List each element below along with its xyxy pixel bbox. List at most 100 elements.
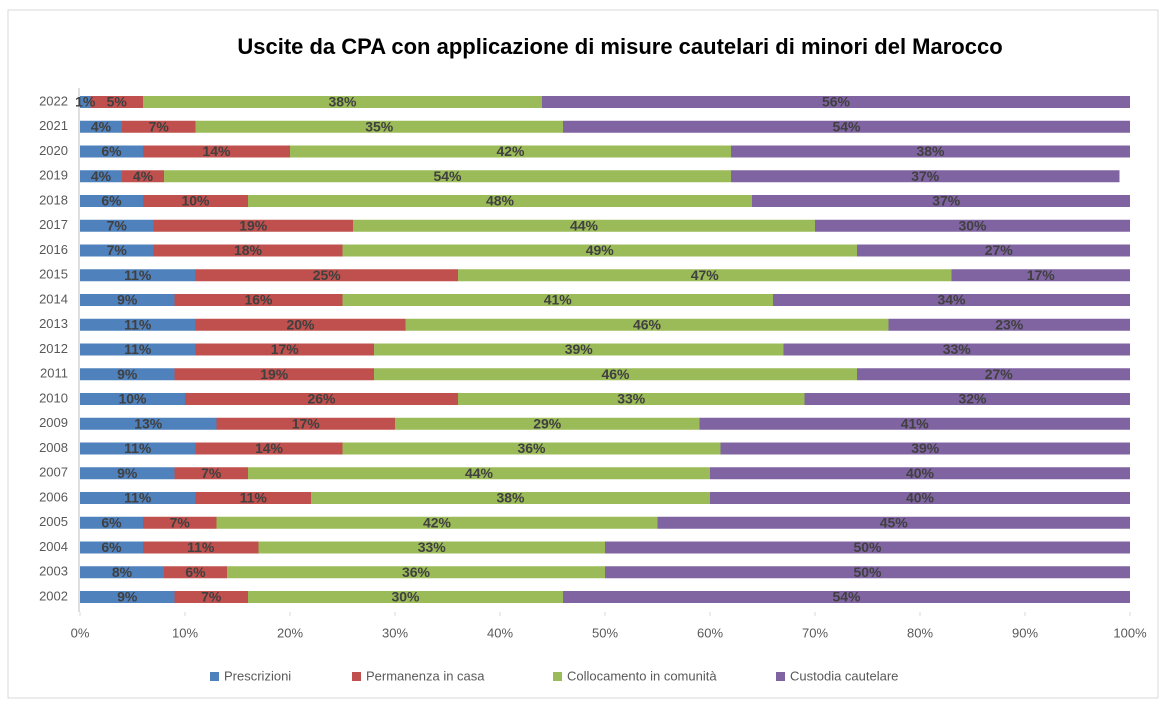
data-label: 17%	[1027, 267, 1056, 283]
bar-segment	[195, 442, 343, 455]
bar-segment	[720, 442, 1130, 455]
bar-segment	[731, 145, 1130, 158]
bar-segment	[80, 442, 196, 455]
bar-segment	[143, 145, 290, 158]
bar-segment	[458, 269, 952, 282]
bar-segment	[857, 244, 1130, 257]
bar-segment	[80, 120, 122, 133]
bar-segment	[80, 96, 91, 108]
bar-segment	[80, 195, 143, 207]
bar-segment	[80, 145, 143, 158]
data-label: 40%	[906, 490, 935, 506]
bar-segment	[710, 492, 1130, 504]
data-label: 7%	[107, 242, 128, 258]
bar-segment	[342, 294, 773, 306]
data-label: 10%	[181, 193, 210, 209]
data-label: 6%	[101, 193, 122, 209]
data-label: 16%	[244, 292, 273, 308]
y-tick-label: 2020	[39, 143, 68, 158]
bar-segment	[80, 467, 175, 480]
data-label: 39%	[911, 440, 940, 456]
y-tick-label: 2017	[39, 217, 68, 232]
data-label: 14%	[255, 440, 284, 456]
y-tick-label: 2010	[39, 390, 68, 405]
y-tick-label: 2002	[39, 588, 68, 603]
data-label: 9%	[117, 465, 138, 481]
data-label: 19%	[239, 217, 268, 233]
data-label: 41%	[544, 292, 573, 308]
bar-segment	[951, 269, 1130, 282]
bar-segment	[752, 195, 1130, 207]
legend-swatch	[352, 672, 361, 681]
data-label: 42%	[496, 143, 525, 159]
data-label: 27%	[985, 366, 1014, 382]
bar-segment	[80, 516, 143, 529]
x-tick-label: 90%	[1012, 625, 1038, 640]
y-tick-label: 2004	[39, 539, 68, 554]
bar-segment	[80, 318, 196, 331]
bar-segment	[699, 417, 1130, 430]
bar-segment	[710, 467, 1130, 480]
bar-segment	[405, 318, 889, 331]
data-label: 44%	[465, 465, 494, 481]
data-label: 30%	[391, 589, 420, 605]
bar-segment	[80, 541, 143, 554]
y-tick-label: 2014	[39, 291, 68, 306]
data-label: 7%	[201, 465, 222, 481]
x-tick-label: 20%	[277, 625, 303, 640]
bar-segment	[258, 541, 605, 554]
data-label: 50%	[853, 539, 882, 555]
bar-segment	[857, 368, 1130, 381]
data-label: 54%	[832, 118, 861, 134]
bar-segment	[248, 467, 710, 480]
data-label: 10%	[118, 391, 147, 407]
bar-segment	[80, 417, 217, 430]
bar-segment	[80, 219, 154, 232]
legend-label: Collocamento in comunità	[567, 668, 717, 683]
data-label: 45%	[880, 514, 909, 530]
bar-segment	[542, 96, 1130, 108]
data-label: 37%	[932, 193, 961, 209]
data-label: 25%	[313, 267, 342, 283]
bar-segment	[174, 591, 248, 603]
data-label: 11%	[124, 440, 152, 456]
bar-segment	[195, 318, 406, 331]
y-tick-label: 2003	[39, 564, 68, 579]
data-label: 36%	[402, 564, 431, 580]
bar-segment	[657, 516, 1130, 529]
data-label: 27%	[985, 242, 1014, 258]
data-label: 29%	[533, 415, 562, 431]
bar-segment	[773, 294, 1130, 306]
data-label: 4%	[91, 118, 112, 134]
data-label: 23%	[995, 316, 1024, 332]
legend-swatch	[776, 672, 785, 681]
bar-segment	[80, 170, 122, 183]
data-label: 34%	[937, 292, 966, 308]
bar-segment	[563, 591, 1130, 603]
legend-swatch	[553, 672, 562, 681]
data-label: 7%	[201, 589, 222, 605]
data-label: 9%	[117, 589, 138, 605]
data-label: 11%	[124, 490, 152, 506]
x-tick-label: 0%	[71, 625, 90, 640]
y-tick-label: 2019	[39, 168, 68, 183]
data-label: 7%	[170, 514, 191, 530]
data-label: 5%	[107, 94, 128, 110]
bar-segment	[80, 393, 185, 405]
y-tick-label: 2015	[39, 267, 68, 282]
bar-segment	[90, 96, 143, 108]
data-label: 11%	[240, 490, 268, 506]
data-label: 18%	[234, 242, 263, 258]
bar-segment	[80, 591, 175, 603]
bar-segment	[342, 244, 857, 257]
data-label: 48%	[486, 193, 515, 209]
bar-segment	[290, 145, 731, 158]
data-label: 26%	[307, 391, 336, 407]
data-label: 54%	[433, 168, 462, 184]
bar-segment	[216, 516, 658, 529]
bar-segment	[80, 492, 196, 504]
y-tick-label: 2008	[39, 440, 68, 455]
bar-segment	[804, 393, 1130, 405]
y-tick-label: 2007	[39, 465, 68, 480]
